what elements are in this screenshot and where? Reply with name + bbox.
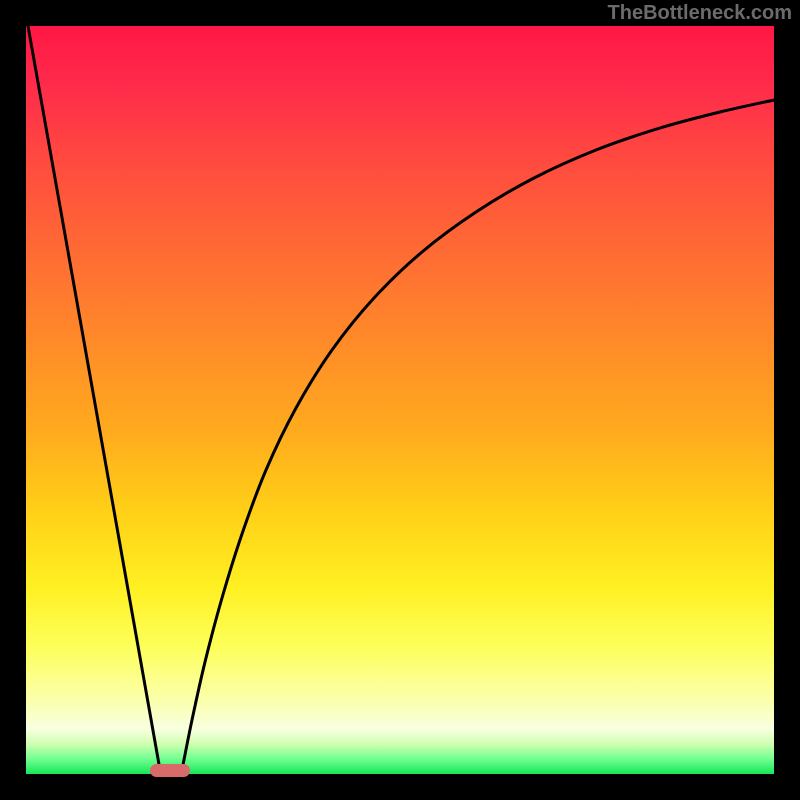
bottleneck-marker xyxy=(150,764,190,777)
curves-layer xyxy=(0,0,800,800)
chart-container: TheBottleneck.com xyxy=(0,0,800,800)
